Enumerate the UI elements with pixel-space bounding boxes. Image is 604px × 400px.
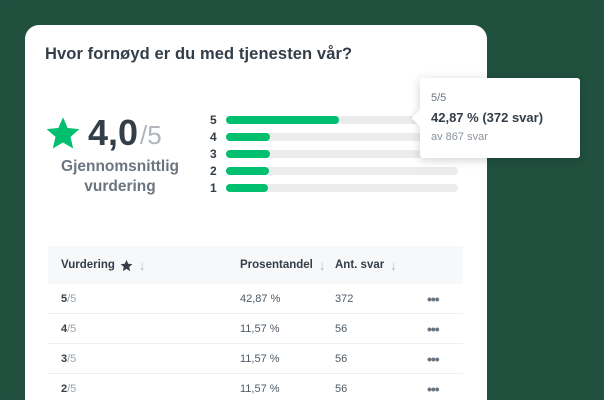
header-rating-label: Vurdering: [61, 259, 115, 271]
tooltip-value: 42,87 % (372 svar): [431, 110, 544, 125]
more-options-icon[interactable]: •••: [427, 350, 440, 367]
bar-label: 2: [210, 163, 217, 178]
tooltip-total: av 867 svar: [431, 131, 488, 143]
rating-max: /5: [67, 322, 77, 335]
cell-rating: 5/5: [48, 293, 240, 305]
bar-track: [226, 132, 458, 141]
bar-row[interactable]: 3: [210, 145, 460, 162]
cell-rating: 2/5: [48, 383, 240, 395]
bar-track: [226, 149, 458, 158]
bar-track: [226, 166, 458, 175]
bar-track: [226, 183, 458, 192]
bar-track: [226, 115, 458, 124]
average-label-line1: Gjennomsnittlig: [61, 158, 179, 175]
star-icon: [120, 259, 133, 271]
table-header: Vurdering ↓ Prosentandel ↓ Ant. svar ↓: [48, 246, 463, 284]
cell-rating: 3/5: [48, 353, 240, 365]
bar-label: 4: [210, 129, 217, 144]
rating-value: 4: [61, 322, 68, 335]
cell-percent: 11,57 %: [240, 322, 280, 335]
average-max: /5: [140, 120, 162, 150]
bar-fill: [226, 115, 339, 124]
header-count-label: Ant. svar: [335, 259, 385, 271]
bar-fill: [226, 132, 271, 141]
sort-arrow-icon[interactable]: ↓: [138, 257, 146, 273]
bar-label: 1: [210, 180, 217, 195]
rating-max: /5: [67, 292, 77, 305]
sort-arrow-icon[interactable]: ↓: [318, 257, 326, 273]
cell-percent: 11,57 %: [240, 352, 280, 365]
question-title: Hvor fornøyd er du med tjenesten vår?: [45, 45, 353, 63]
cell-rating: 4/5: [48, 323, 240, 335]
table-row: 3/5 11,57 % 56 •••: [48, 344, 463, 374]
rating-value: 2: [61, 382, 68, 395]
cell-count: 56: [335, 352, 348, 365]
more-options-icon[interactable]: •••: [427, 320, 440, 337]
average-value: 4,0: [88, 112, 139, 153]
header-percent-label: Prosentandel: [240, 259, 313, 271]
bar-fill: [226, 183, 268, 192]
cell-count: 56: [335, 322, 348, 335]
table-row: 2/5 11,57 % 56 •••: [48, 374, 463, 400]
question-card: Hvor fornøyd er du med tjenesten vår? 4,…: [25, 25, 487, 400]
header-count[interactable]: Ant. svar ↓: [335, 258, 427, 273]
bar-tooltip: 5/5 42,87 % (372 svar) av 867 svar: [420, 78, 580, 158]
star-icon: [46, 117, 80, 149]
more-options-icon[interactable]: •••: [427, 290, 440, 307]
bar-label: 5: [210, 112, 217, 127]
bar-label: 3: [210, 146, 217, 161]
cell-count: 372: [335, 292, 354, 305]
table-row: 4/5 11,57 % 56 •••: [48, 314, 463, 344]
header-percent[interactable]: Prosentandel ↓: [240, 258, 335, 273]
table-row: 5/5 42,87 % 372 •••: [48, 284, 463, 314]
rating-distribution: 5 4 3 2 1: [210, 111, 460, 196]
cell-percent: 11,57 %: [240, 382, 280, 395]
bar-fill: [226, 149, 271, 158]
results-table: Vurdering ↓ Prosentandel ↓ Ant. svar ↓: [48, 246, 463, 400]
bar-row[interactable]: 5: [210, 111, 460, 128]
sort-arrow-icon[interactable]: ↓: [390, 257, 397, 273]
cell-percent: 42,87 %: [240, 292, 281, 305]
bar-row[interactable]: 2: [210, 162, 460, 179]
average-label-line2: vurdering: [84, 178, 156, 195]
average-label: Gjennomsnittlig vurdering: [45, 157, 195, 197]
rating-max: /5: [67, 352, 77, 365]
bar-row[interactable]: 4: [210, 128, 460, 145]
rating-value: 5: [61, 292, 68, 305]
bar-row[interactable]: 1: [210, 179, 460, 196]
average-rating: 4,0 /5 Gjennomsnittlig vurdering: [45, 115, 205, 197]
more-options-icon[interactable]: •••: [427, 380, 440, 397]
header-rating[interactable]: Vurdering ↓: [48, 258, 240, 273]
rating-value: 3: [61, 352, 68, 365]
bar-fill: [226, 166, 269, 175]
rating-max: /5: [67, 382, 77, 395]
tooltip-rating: 5/5: [431, 92, 447, 104]
cell-count: 56: [335, 382, 348, 395]
